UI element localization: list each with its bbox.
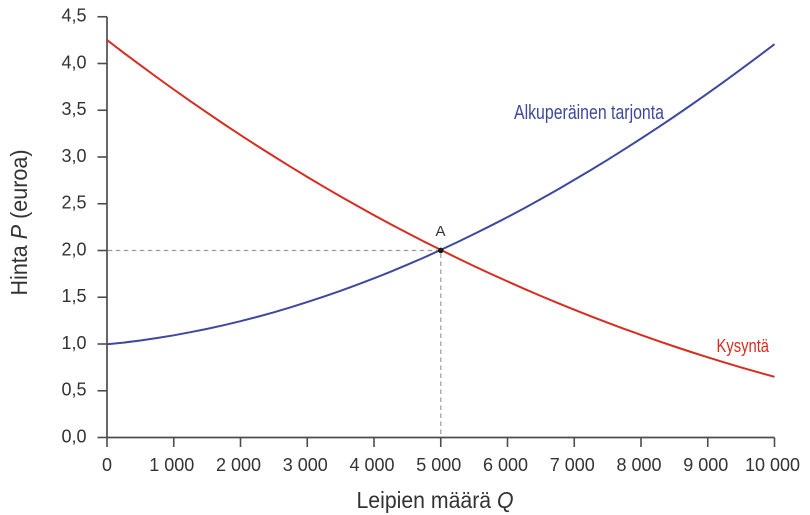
svg-text:2,0: 2,0 [61, 240, 86, 260]
svg-text:1 000: 1 000 [149, 455, 194, 475]
svg-text:5 000: 5 000 [416, 455, 461, 475]
svg-text:0,0: 0,0 [61, 427, 86, 447]
svg-text:3,5: 3,5 [61, 99, 86, 119]
svg-text:10 000: 10 000 [745, 455, 800, 475]
svg-text:3 000: 3 000 [283, 455, 328, 475]
svg-text:2 000: 2 000 [216, 455, 261, 475]
svg-text:Hinta P (euroa): Hinta P (euroa) [6, 150, 32, 296]
svg-text:0: 0 [102, 455, 112, 475]
svg-text:4 000: 4 000 [349, 455, 394, 475]
svg-text:Leipien määrä Q: Leipien määrä Q [357, 487, 514, 513]
svg-text:3,0: 3,0 [61, 146, 86, 166]
svg-text:4,0: 4,0 [61, 53, 86, 73]
svg-text:Kysyntä: Kysyntä [717, 336, 770, 356]
svg-text:A: A [435, 223, 445, 240]
svg-text:1,5: 1,5 [61, 286, 86, 306]
svg-text:0,5: 0,5 [61, 380, 86, 400]
svg-text:1,0: 1,0 [61, 333, 86, 353]
svg-text:Alkuperäinen tarjonta: Alkuperäinen tarjonta [514, 102, 665, 124]
svg-text:7 000: 7 000 [550, 455, 595, 475]
svg-text:8 000: 8 000 [616, 455, 661, 475]
svg-text:6 000: 6 000 [483, 455, 528, 475]
svg-text:9 000: 9 000 [683, 455, 728, 475]
svg-text:4,5: 4,5 [61, 6, 86, 26]
svg-text:2,5: 2,5 [61, 193, 86, 213]
